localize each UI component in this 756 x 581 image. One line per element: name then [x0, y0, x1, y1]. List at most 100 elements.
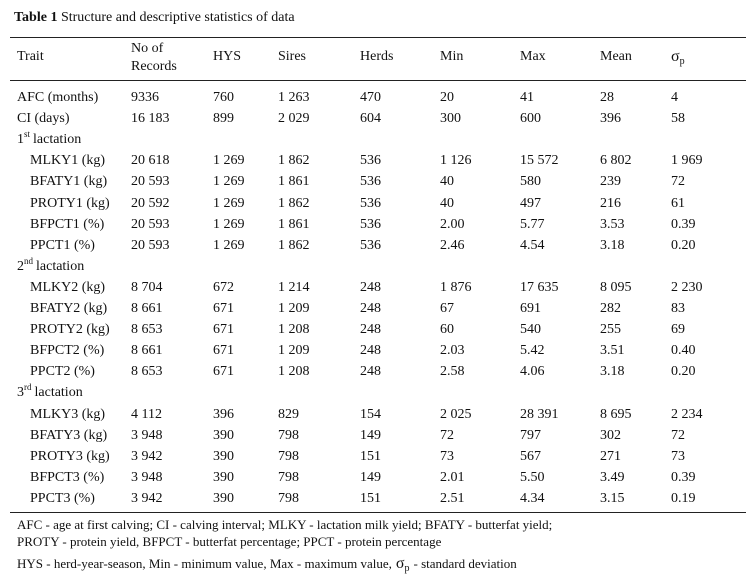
value-cell: 282 [600, 301, 621, 316]
value-cell: 798 [278, 448, 299, 464]
value-cell: 20 593 [131, 237, 170, 253]
value-cell: 5.77 [520, 216, 545, 232]
trait-cell: BFATY1 (kg) [30, 174, 108, 190]
value-cell: 72 [440, 427, 454, 443]
value-cell: 2.46 [440, 237, 465, 253]
value-cell: 0.20 [671, 364, 696, 380]
value-cell: 16 183 [131, 111, 170, 127]
value-cell: 5.50 [520, 469, 545, 485]
value-cell: 60 [440, 322, 454, 338]
value-cell: 2.51 [440, 490, 465, 506]
value-cell: 17 635 [520, 279, 559, 295]
value-cell: 73 [671, 448, 685, 464]
value-cell: 149 [360, 427, 381, 443]
value-cell: 470 [360, 90, 381, 105]
value-cell: 1 208 [278, 364, 310, 380]
value-cell: 671 [213, 343, 234, 359]
value-cell: 1 269 [213, 195, 245, 211]
value-cell: 154 [360, 406, 381, 422]
value-cell: 396 [213, 406, 234, 422]
trait-cell: MLKY2 (kg) [30, 279, 106, 295]
value-cell: 3 948 [131, 469, 163, 485]
value-cell: 671 [213, 301, 234, 316]
value-cell: 3.53 [600, 216, 625, 232]
footnote: AFC - age at first calving; CI - calving… [17, 517, 553, 532]
value-cell: 4.34 [520, 490, 545, 506]
value-cell: 61 [671, 195, 685, 211]
value-cell: 151 [360, 448, 381, 464]
value-cell: 239 [600, 174, 621, 190]
value-cell: 5.42 [520, 343, 545, 359]
value-cell: 390 [213, 448, 234, 464]
ordinal: 1 [17, 132, 24, 148]
value-cell: 216 [600, 195, 621, 211]
value-cell: 1 269 [213, 237, 245, 253]
value-cell: 20 618 [131, 153, 170, 169]
value-cell: 3 942 [131, 490, 163, 506]
footnote-text: - standard deviation [413, 556, 517, 571]
trait-cell: PPCT3 (%) [30, 490, 95, 506]
value-cell: 390 [213, 490, 234, 506]
value-cell: 672 [213, 279, 234, 295]
value-cell: 1 862 [278, 153, 310, 169]
value-cell: 0.40 [671, 343, 696, 359]
value-cell: 798 [278, 427, 299, 443]
ordinal-suffix: rd [24, 382, 32, 393]
value-cell: 536 [360, 153, 381, 169]
value-cell: 3 942 [131, 448, 163, 464]
value-cell: 1 876 [440, 279, 472, 295]
value-cell: 0.39 [671, 469, 696, 485]
value-cell: 3.18 [600, 237, 625, 253]
value-cell: 600 [520, 111, 541, 127]
column-header: Trait [17, 49, 44, 64]
value-cell: 73 [440, 448, 454, 464]
value-cell: 540 [520, 322, 541, 338]
value-cell: 3.15 [600, 490, 625, 506]
value-cell: 2 029 [278, 111, 310, 127]
value-cell: 8 704 [131, 279, 163, 295]
trait-cell: MLKY1 (kg) [30, 153, 106, 169]
value-cell: 41 [520, 90, 534, 105]
value-cell: 1 861 [278, 216, 310, 232]
value-cell: 2.00 [440, 216, 465, 232]
trait-cell: AFC (months) [17, 90, 99, 105]
ordinal: 3 [17, 385, 24, 401]
bottom-rule [10, 512, 746, 513]
value-cell: 1 208 [278, 322, 310, 338]
value-cell: 149 [360, 469, 381, 485]
trait-cell: BFPCT3 (%) [30, 469, 105, 485]
ordinal: 2 [17, 258, 24, 274]
value-cell: 2.03 [440, 343, 465, 359]
value-cell: 829 [278, 406, 299, 422]
value-cell: 671 [213, 364, 234, 380]
value-cell: 72 [671, 427, 685, 443]
trait-cell: MLKY3 (kg) [30, 406, 106, 422]
trait-cell: PPCT1 (%) [30, 237, 95, 253]
value-cell: 248 [360, 279, 381, 295]
value-cell: 798 [278, 490, 299, 506]
value-cell: 15 572 [520, 153, 559, 169]
value-cell: 0.19 [671, 490, 696, 506]
footnote: PROTY - protein yield, BFPCT - butterfat… [17, 534, 442, 549]
value-cell: 8 653 [131, 364, 163, 380]
value-cell: 0.39 [671, 216, 696, 232]
column-header: Max [520, 49, 546, 64]
value-cell: 536 [360, 195, 381, 211]
value-cell: 69 [671, 322, 685, 338]
value-cell: 1 269 [213, 153, 245, 169]
value-cell: 3.18 [600, 364, 625, 380]
column-header: Min [440, 49, 464, 64]
value-cell: 1 214 [278, 279, 310, 295]
value-cell: 248 [360, 343, 381, 359]
footnote-text: HYS - herd-year-season, Min - minimum va… [17, 556, 392, 571]
value-cell: 255 [600, 322, 621, 338]
value-cell: 58 [671, 111, 685, 127]
value-cell: 536 [360, 216, 381, 232]
trait-cell: BFPCT2 (%) [30, 343, 105, 359]
value-cell: 20 592 [131, 195, 170, 211]
value-cell: 604 [360, 111, 381, 127]
value-cell: 567 [520, 448, 541, 464]
value-cell: 1 126 [440, 153, 472, 169]
value-cell: 396 [600, 111, 621, 127]
section-heading: 2nd lactation [17, 256, 84, 276]
